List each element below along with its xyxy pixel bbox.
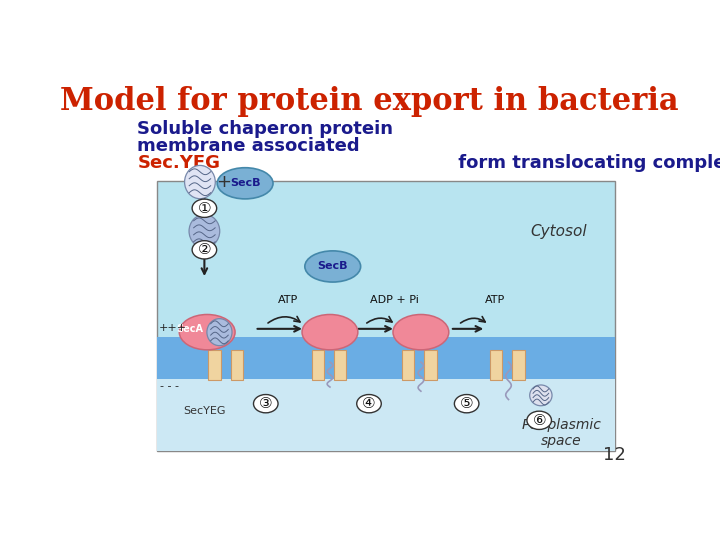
FancyBboxPatch shape — [157, 181, 615, 451]
Ellipse shape — [189, 214, 220, 248]
Text: SecB: SecB — [230, 178, 261, 188]
Text: ATP: ATP — [485, 295, 505, 305]
Bar — [157, 337, 615, 379]
Bar — [424, 349, 436, 380]
Text: Periplasmic
space: Periplasmic space — [521, 417, 601, 448]
Text: ⑤: ⑤ — [460, 396, 474, 411]
Ellipse shape — [184, 165, 215, 199]
Ellipse shape — [393, 314, 449, 350]
Text: ③: ③ — [259, 396, 273, 411]
Circle shape — [454, 395, 479, 413]
Text: form translocating complex: form translocating complex — [452, 153, 720, 172]
Text: membrane associated: membrane associated — [138, 137, 366, 155]
Text: 12: 12 — [603, 446, 626, 464]
Text: ADP + Pi: ADP + Pi — [369, 295, 418, 305]
Text: ⑥: ⑥ — [532, 413, 546, 428]
Bar — [334, 349, 346, 380]
Text: Model for protein export in bacteria: Model for protein export in bacteria — [60, 85, 678, 117]
Circle shape — [192, 199, 217, 218]
Text: ①: ① — [197, 201, 211, 216]
Ellipse shape — [530, 385, 552, 406]
Ellipse shape — [305, 251, 361, 282]
Text: +: + — [217, 173, 231, 191]
Text: - - -: - - - — [160, 381, 179, 391]
Text: SecYEG: SecYEG — [183, 406, 225, 416]
Bar — [490, 349, 503, 380]
Text: Sec.YEG: Sec.YEG — [138, 153, 220, 172]
Circle shape — [356, 395, 382, 413]
Circle shape — [527, 411, 552, 429]
Ellipse shape — [217, 168, 273, 199]
Bar — [208, 349, 220, 380]
Bar — [402, 349, 414, 380]
Ellipse shape — [207, 319, 232, 346]
Text: ATP: ATP — [278, 295, 298, 305]
Bar — [157, 379, 615, 451]
Text: Cytosol: Cytosol — [531, 224, 587, 239]
Bar — [513, 349, 525, 380]
Bar — [312, 349, 324, 380]
Text: SecB: SecB — [318, 261, 348, 272]
Circle shape — [192, 241, 217, 259]
Text: ④: ④ — [362, 396, 376, 411]
Ellipse shape — [302, 314, 358, 350]
Text: SecA: SecA — [176, 324, 203, 334]
Text: +++: +++ — [158, 322, 186, 333]
Text: ②: ② — [197, 242, 211, 258]
Bar — [230, 349, 243, 380]
Ellipse shape — [179, 314, 235, 350]
Text: Soluble chaperon protein: Soluble chaperon protein — [138, 120, 400, 138]
Circle shape — [253, 395, 278, 413]
